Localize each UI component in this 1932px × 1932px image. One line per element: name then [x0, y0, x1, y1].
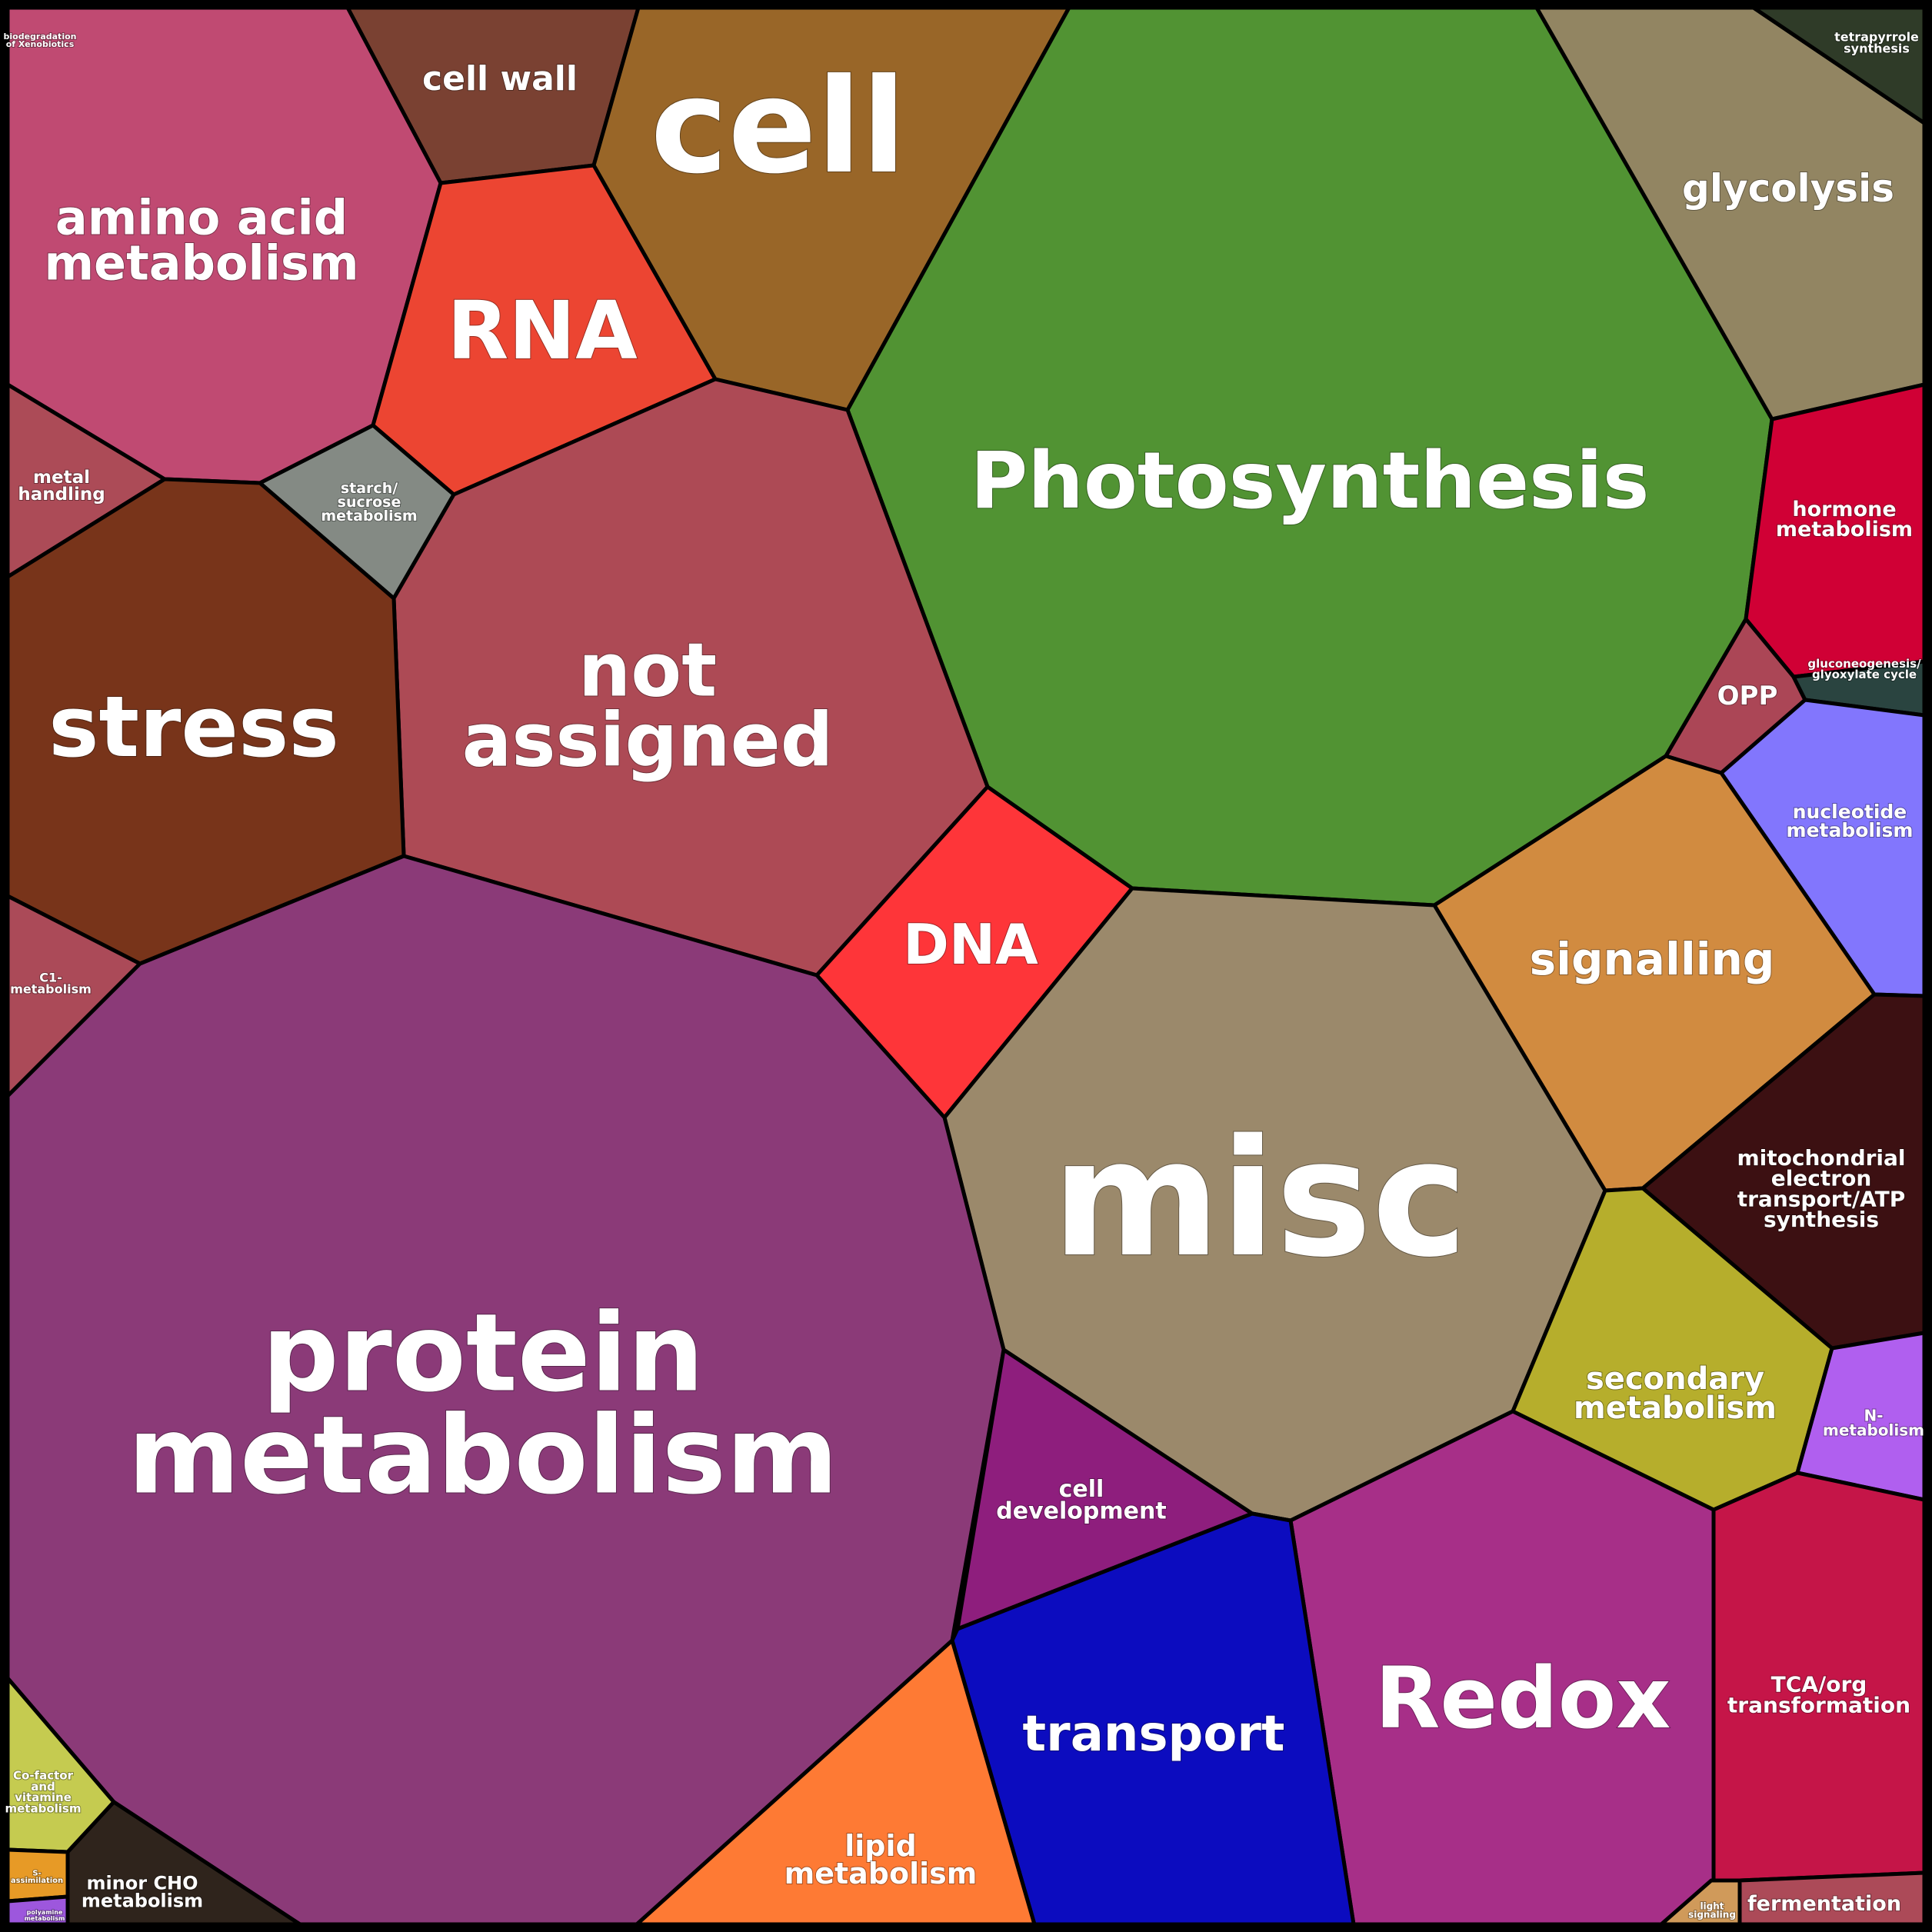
label-glycolysis: glycolysis: [1682, 166, 1894, 211]
label-nucleotide: nucleotide metabolism: [1787, 801, 1914, 841]
label-misc: misc: [1052, 1104, 1467, 1293]
label-rna: RNA: [447, 284, 638, 378]
label-secondary: secondary metabolism: [1574, 1361, 1777, 1426]
cell-fermentation: [1737, 1870, 1927, 1927]
label-metal-handling: metal handling: [18, 468, 105, 505]
label-fermentation: fermentation: [1747, 1892, 1901, 1916]
label-redox: Redox: [1375, 1649, 1671, 1747]
cell-polyamine: [5, 1894, 70, 1927]
label-cell: cell: [651, 51, 907, 203]
label-protein: protein metabolism: [128, 1291, 838, 1518]
cell-tetrapyrrole: [1751, 5, 1927, 125]
label-tetrapyrrole: tetrapyrrole synthesis: [1834, 29, 1919, 55]
label-cofactor: Co-factor and vitamine metabolism: [5, 1769, 82, 1816]
label-amino-acid: amino acid metabolism: [44, 189, 358, 291]
label-minor-cho: minor CHO metabolism: [82, 1873, 203, 1912]
cell-lipid: [635, 1638, 1037, 1927]
label-lipid: lipid metabolism: [784, 1829, 978, 1890]
label-light-signaling: light signaling: [1688, 1900, 1736, 1920]
label-gluconeogenesis: gluconeogenesis/glyoxylate cycle: [1807, 657, 1921, 681]
label-tca: TCA/org transformation: [1727, 1671, 1910, 1717]
label-cell-development: cell development: [996, 1475, 1166, 1524]
label-photosynthesis: Photosynthesis: [970, 435, 1649, 527]
label-dna: DNA: [903, 912, 1038, 977]
label-signalling: signalling: [1530, 933, 1775, 985]
label-c1: C1-metabolism: [10, 970, 92, 996]
label-hormone: hormone metabolism: [1776, 498, 1913, 541]
label-mito: mitochondrial electron transport/ATP synthe…: [1737, 1145, 1905, 1232]
cell-glycolysis: [1534, 5, 1927, 421]
label-starch: starch/sucrose metabolism: [321, 480, 417, 525]
label-s-assimilation: S-assimilation: [11, 1869, 63, 1885]
label-n-metabolism: N-metabolism: [1823, 1407, 1924, 1440]
label-biodegradation: biodegradation of Xenobiotics: [4, 31, 77, 48]
label-cell-wall: cell wall: [422, 59, 578, 98]
label-transport: transport: [1023, 1706, 1285, 1763]
label-opp: OPP: [1717, 681, 1778, 711]
label-polyamine: polyamine metabolism: [25, 1909, 65, 1922]
label-not-assigned: not assigned: [462, 627, 834, 783]
label-stress: stress: [48, 678, 339, 776]
